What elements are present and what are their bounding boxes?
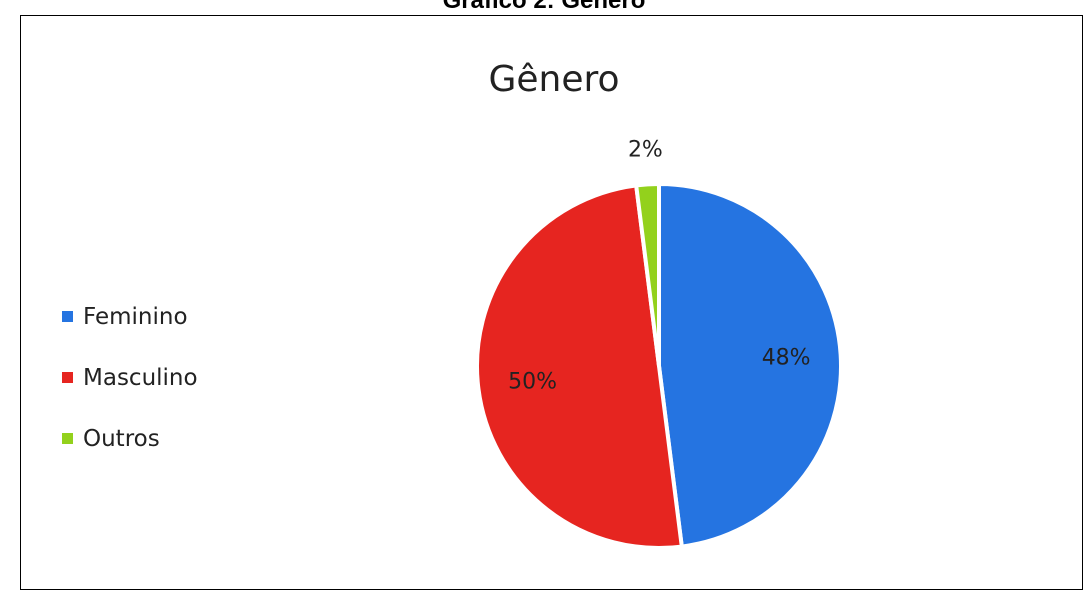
legend-item-feminino: Feminino (62, 286, 198, 347)
legend-label-masculino: Masculino (83, 364, 198, 391)
legend-label-feminino: Feminino (83, 303, 188, 330)
legend-item-outros: Outros (62, 408, 198, 469)
legend-swatch-masculino (62, 372, 73, 383)
legend-swatch-feminino (62, 311, 73, 322)
chart-legend: Feminino Masculino Outros (62, 286, 198, 469)
data-label-feminino: 48% (762, 346, 811, 371)
pie-chart: 48% 50% 2% (475, 137, 843, 550)
pie-slice-feminino (657, 182, 843, 549)
data-label-outros: 2% (628, 137, 663, 162)
legend-item-masculino: Masculino (62, 347, 198, 408)
legend-swatch-outros (62, 433, 73, 444)
pie-slice-masculino (475, 183, 684, 550)
chart-title: Gênero (488, 59, 620, 100)
pie-slice-outros (634, 182, 661, 368)
legend-label-outros: Outros (83, 425, 160, 452)
data-label-masculino: 50% (508, 369, 557, 394)
figure-caption: Gráfico 2: Gênero (442, 0, 646, 14)
